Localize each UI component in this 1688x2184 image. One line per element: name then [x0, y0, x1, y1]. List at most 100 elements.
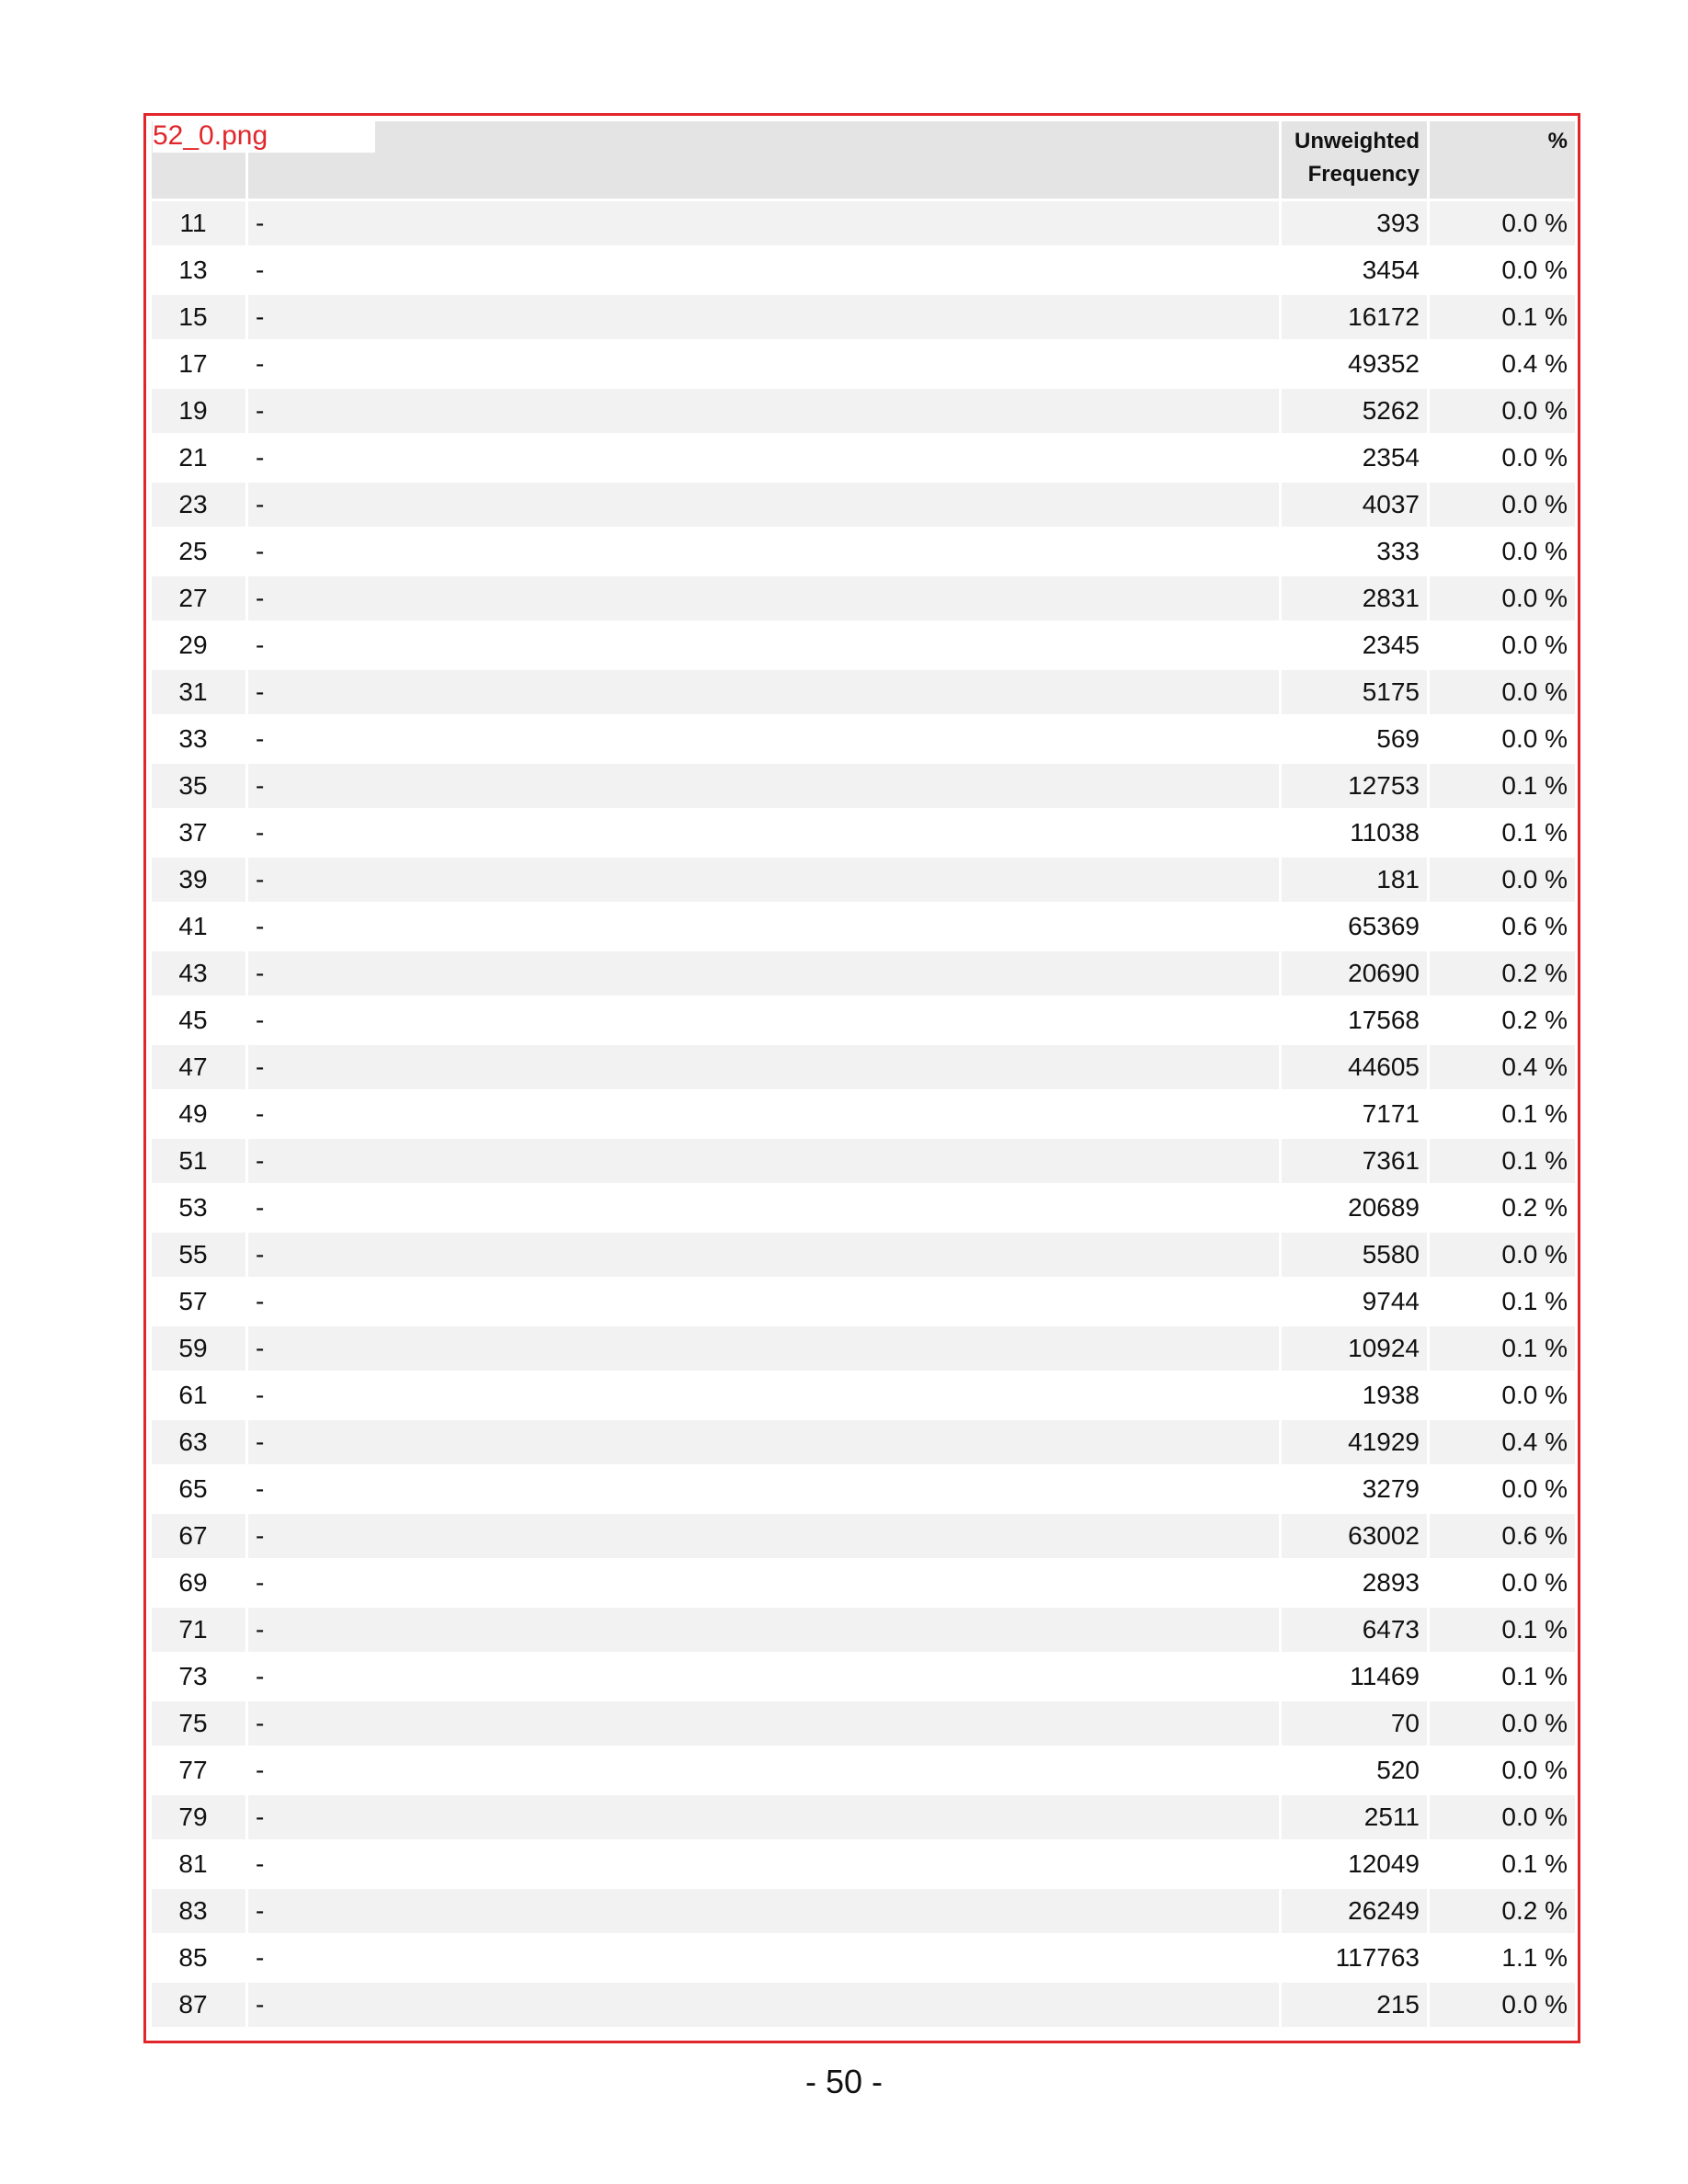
row-code: 53	[152, 1186, 245, 1230]
row-percent: 0.1 %	[1430, 1655, 1575, 1699]
row-code: 11	[152, 201, 245, 245]
row-label: -	[248, 811, 1279, 855]
row-label: -	[248, 1795, 1279, 1839]
row-label: -	[248, 623, 1279, 667]
row-percent: 0.0 %	[1430, 1983, 1575, 2027]
table-row: 61-1938 0.0 %	[152, 1373, 1575, 1417]
row-code: 15	[152, 295, 245, 339]
row-code: 45	[152, 998, 245, 1042]
row-frequency: 520	[1282, 1748, 1427, 1792]
row-percent: 0.0 %	[1430, 1748, 1575, 1792]
row-label: -	[248, 576, 1279, 620]
row-frequency: 20689	[1282, 1186, 1427, 1230]
row-label: -	[248, 483, 1279, 527]
table-row: 59-10924 0.1 %	[152, 1326, 1575, 1371]
row-code: 27	[152, 576, 245, 620]
row-code: 39	[152, 858, 245, 902]
row-code: 37	[152, 811, 245, 855]
row-percent: 0.1 %	[1430, 1842, 1575, 1886]
row-code: 75	[152, 1701, 245, 1746]
row-label: -	[248, 670, 1279, 714]
row-frequency: 49352	[1282, 342, 1427, 386]
header-label	[248, 121, 1279, 199]
table-row: 17-49352 0.4 %	[152, 342, 1575, 386]
row-frequency: 9744	[1282, 1280, 1427, 1324]
row-percent: 0.0 %	[1430, 1795, 1575, 1839]
row-percent: 0.6 %	[1430, 904, 1575, 949]
row-percent: 0.1 %	[1430, 811, 1575, 855]
row-code: 81	[152, 1842, 245, 1886]
row-code: 13	[152, 248, 245, 292]
table-row: 77-520 0.0 %	[152, 1748, 1575, 1792]
row-code: 65	[152, 1467, 245, 1511]
row-code: 57	[152, 1280, 245, 1324]
row-frequency: 7361	[1282, 1139, 1427, 1183]
row-percent: 0.0 %	[1430, 576, 1575, 620]
row-code: 49	[152, 1092, 245, 1136]
row-frequency: 5580	[1282, 1233, 1427, 1277]
row-code: 33	[152, 717, 245, 761]
row-percent: 0.1 %	[1430, 1326, 1575, 1371]
header-frequency-line2: Frequency	[1307, 162, 1420, 187]
row-label: -	[248, 436, 1279, 480]
row-frequency: 26249	[1282, 1889, 1427, 1933]
row-percent: 0.2 %	[1430, 1889, 1575, 1933]
row-label: -	[248, 951, 1279, 995]
table-row: 45-17568 0.2 %	[152, 998, 1575, 1042]
row-frequency: 3454	[1282, 248, 1427, 292]
row-frequency: 5175	[1282, 670, 1427, 714]
row-label: -	[248, 389, 1279, 433]
row-frequency: 12049	[1282, 1842, 1427, 1886]
row-code: 61	[152, 1373, 245, 1417]
row-percent: 0.2 %	[1430, 1186, 1575, 1230]
table-frame	[143, 113, 1580, 2043]
table-row: 39-181 0.0 %	[152, 858, 1575, 902]
row-code: 21	[152, 436, 245, 480]
row-percent: 0.0 %	[1430, 436, 1575, 480]
row-label: -	[248, 1748, 1279, 1792]
row-percent: 0.1 %	[1430, 764, 1575, 808]
row-frequency: 17568	[1282, 998, 1427, 1042]
table-row: 35-12753 0.1 %	[152, 764, 1575, 808]
row-percent: 0.0 %	[1430, 858, 1575, 902]
row-code: 35	[152, 764, 245, 808]
row-frequency: 2345	[1282, 623, 1427, 667]
row-code: 25	[152, 529, 245, 574]
table-row: 47-44605 0.4 %	[152, 1045, 1575, 1089]
row-code: 55	[152, 1233, 245, 1277]
row-label: -	[248, 248, 1279, 292]
row-code: 71	[152, 1608, 245, 1652]
table-row: 65-3279 0.0 %	[152, 1467, 1575, 1511]
table-row: 87-215 0.0 %	[152, 1983, 1575, 2027]
row-code: 23	[152, 483, 245, 527]
table-row: 43-20690 0.2 %	[152, 951, 1575, 995]
row-percent: 1.1 %	[1430, 1936, 1575, 1980]
table-row: 83-26249 0.2 %	[152, 1889, 1575, 1933]
table-row: 23-4037 0.0 %	[152, 483, 1575, 527]
row-label: -	[248, 1514, 1279, 1558]
row-label: -	[248, 201, 1279, 245]
row-frequency: 2354	[1282, 436, 1427, 480]
row-frequency: 569	[1282, 717, 1427, 761]
row-label: -	[248, 858, 1279, 902]
row-frequency: 215	[1282, 1983, 1427, 2027]
file-label: 52_0.png	[153, 119, 375, 153]
page-number: - 50 -	[804, 2063, 884, 2100]
row-percent: 0.0 %	[1430, 1467, 1575, 1511]
table-row: 13-3454 0.0 %	[152, 248, 1575, 292]
row-frequency: 10924	[1282, 1326, 1427, 1371]
row-percent: 0.6 %	[1430, 1514, 1575, 1558]
row-code: 31	[152, 670, 245, 714]
table-row: 55-5580 0.0 %	[152, 1233, 1575, 1277]
header-percent: %	[1430, 121, 1575, 199]
row-frequency: 16172	[1282, 295, 1427, 339]
row-percent: 0.0 %	[1430, 623, 1575, 667]
row-code: 83	[152, 1889, 245, 1933]
row-frequency: 4037	[1282, 483, 1427, 527]
header-frequency: Unweighted Frequency	[1282, 121, 1427, 199]
row-label: -	[248, 904, 1279, 949]
table-row: 41-65369 0.6 %	[152, 904, 1575, 949]
row-percent: 0.0 %	[1430, 201, 1575, 245]
table-row: 51-7361 0.1 %	[152, 1139, 1575, 1183]
table-header: Unweighted Frequency %	[152, 121, 1575, 199]
